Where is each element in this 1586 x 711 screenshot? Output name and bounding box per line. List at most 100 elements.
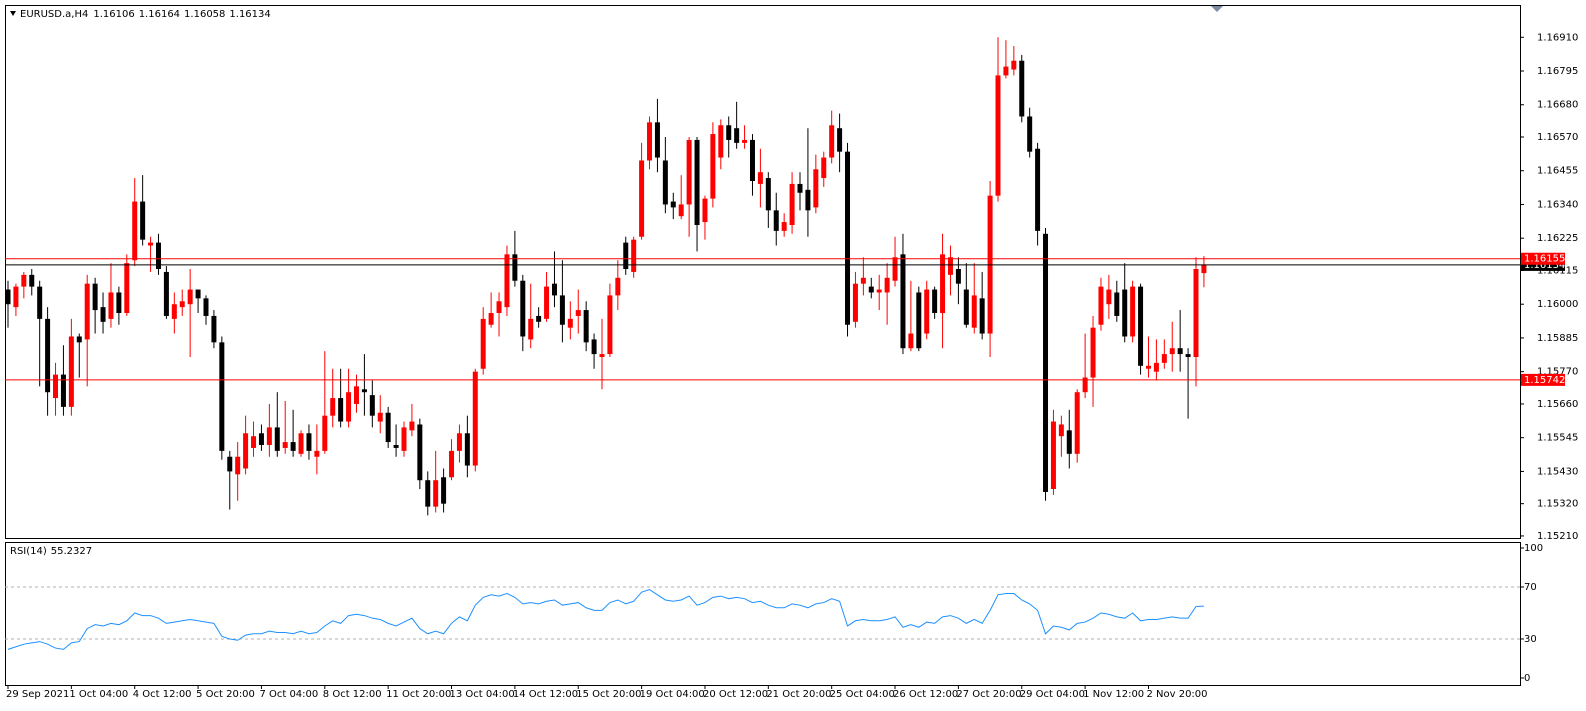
candle-body [567, 318, 573, 328]
header-low: 1.16058 [184, 9, 225, 20]
candle-body [298, 433, 304, 454]
candle-body [1201, 264, 1207, 274]
header-high: 1.16164 [139, 9, 180, 20]
candle-body [860, 277, 866, 284]
candle-body [512, 254, 518, 281]
candle-body [1138, 286, 1144, 366]
candle-body [45, 318, 51, 393]
candle-body [480, 318, 486, 369]
candle-body [108, 292, 114, 319]
candle-body [472, 371, 478, 466]
candle-body [900, 254, 906, 349]
x-tick-label: 15 Oct 20:00 [576, 689, 641, 700]
candle-body [179, 301, 185, 308]
y-tick-label: 1.16225 [1537, 233, 1578, 244]
candle-body [377, 412, 383, 422]
candle-body [631, 239, 637, 272]
candle-body [647, 122, 653, 161]
candle-body [100, 307, 106, 322]
candle-body [68, 336, 74, 407]
candle-body [607, 295, 613, 355]
y-tick-label: 1.15430 [1537, 466, 1578, 477]
candle-body [456, 433, 462, 451]
y-tick-label: 1.15210 [1537, 531, 1578, 542]
candle-body [211, 315, 217, 343]
header-close: 1.16134 [229, 9, 270, 20]
candle-body [203, 298, 209, 316]
x-tick-label: 26 Oct 12:00 [893, 689, 958, 700]
candle-body [13, 286, 19, 308]
candle-body [742, 139, 748, 143]
candle-body [124, 263, 130, 314]
candle-body [92, 283, 98, 311]
candle-body [1082, 377, 1088, 393]
candle-body [1185, 354, 1191, 358]
x-tick-label: 1 Oct 04:00 [69, 689, 128, 700]
candle-body [559, 295, 565, 325]
candle-body [441, 477, 447, 504]
candle-body [385, 412, 391, 443]
candle-body [1114, 292, 1120, 316]
candle-body [219, 342, 225, 451]
y-tick-label: 1.16910 [1537, 32, 1578, 43]
candle-body [464, 433, 470, 466]
candle-body [369, 395, 375, 416]
candle-body [544, 286, 550, 319]
candle-body [53, 374, 59, 399]
candle-body [797, 183, 803, 193]
level-price-label: 1.15742 [1524, 375, 1565, 386]
candle-body [670, 201, 676, 208]
candle-body [195, 289, 201, 299]
candle-body [155, 242, 161, 270]
rsi-header: RSI(14) 55.2327 [10, 546, 92, 557]
candle-body [876, 289, 882, 293]
candle-body [971, 295, 977, 328]
candle-body [789, 183, 795, 226]
candle-body [1090, 327, 1096, 378]
candle-body [662, 160, 668, 205]
rsi-line [7, 589, 1204, 650]
x-tick-label: 27 Oct 20:00 [956, 689, 1021, 700]
candle-body [140, 201, 146, 240]
x-tick-label: 2 Nov 20:00 [1146, 689, 1207, 700]
candle-body [963, 289, 969, 325]
menu-arrow [10, 11, 16, 16]
y-tick-label: 30 [1524, 634, 1537, 645]
candle-body [757, 172, 763, 184]
candle-body [955, 269, 961, 284]
y-tick-label: 1.15660 [1537, 399, 1578, 410]
y-tick-label: 1.15770 [1537, 367, 1578, 378]
candle-body [908, 333, 914, 349]
y-tick-label: 0 [1524, 673, 1530, 684]
candle-body [1122, 289, 1128, 337]
candle-body [60, 374, 66, 407]
candle-body [892, 257, 898, 281]
x-tick-label: 19 Oct 04:00 [640, 689, 705, 700]
level-price-label: 1.16155 [1524, 254, 1565, 265]
candle-body [1043, 233, 1049, 492]
candle-body [187, 289, 193, 305]
candle-body [116, 292, 122, 314]
y-tick-label: 1.16455 [1537, 166, 1578, 177]
chart-header: EURUSD.a,H4 1.16106 1.16164 1.16058 1.16134 [20, 9, 271, 20]
candle-body [1074, 392, 1080, 454]
candle-body [845, 151, 851, 325]
candle-body [702, 198, 708, 223]
y-tick-label: 1.16795 [1537, 66, 1578, 77]
x-tick-label: 21 Oct 20:00 [766, 689, 831, 700]
candle-body [1161, 354, 1167, 363]
candle-body [84, 283, 90, 340]
candle-body [551, 283, 557, 296]
candle-body [726, 125, 732, 140]
candle-body [353, 386, 359, 404]
candle-body [37, 286, 43, 319]
candle-body [591, 339, 597, 355]
candle-body [947, 257, 953, 275]
candle-body [417, 424, 423, 481]
candle-body [734, 128, 740, 143]
candle-body [330, 398, 336, 416]
candle-body [314, 450, 320, 457]
candle-body [1153, 362, 1159, 372]
